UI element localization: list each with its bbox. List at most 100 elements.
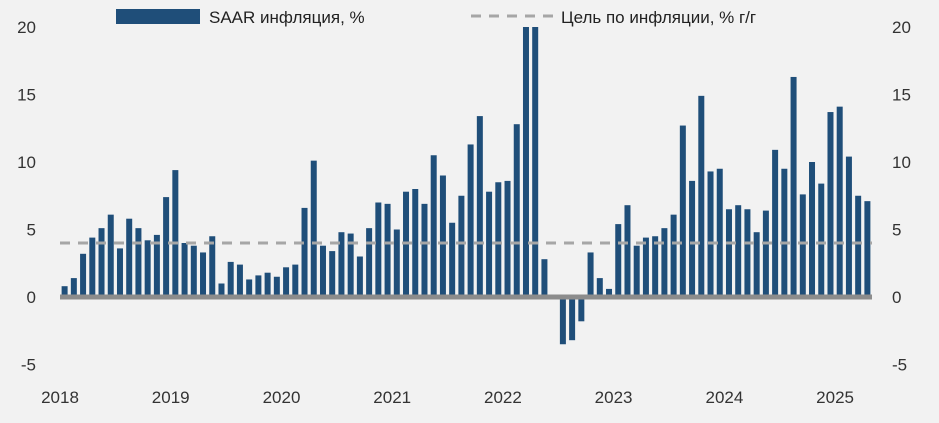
bar — [633, 245, 640, 297]
bar — [781, 168, 788, 297]
bar — [541, 259, 548, 297]
bar — [126, 218, 133, 297]
bar — [273, 276, 280, 297]
bar — [430, 155, 437, 297]
bar — [818, 183, 825, 297]
bar — [495, 182, 502, 297]
bar — [855, 195, 862, 297]
y-tick-label-left: 10 — [17, 153, 36, 172]
x-tick-label: 2025 — [816, 388, 854, 407]
bar — [707, 171, 714, 297]
bar — [569, 297, 576, 341]
bar — [384, 203, 391, 297]
bar — [200, 252, 207, 297]
bar — [338, 232, 345, 297]
y-tick-label-left: -5 — [21, 356, 36, 375]
bar — [809, 162, 816, 297]
bar — [292, 264, 299, 297]
bar — [790, 76, 797, 297]
bar — [522, 27, 529, 297]
bar — [144, 240, 151, 297]
legend-label-target: Цель по инфляции, % г/г — [561, 8, 756, 27]
bar — [421, 203, 428, 297]
bar — [61, 286, 68, 297]
bar — [163, 197, 170, 297]
bar — [772, 149, 779, 297]
bar — [661, 228, 668, 297]
bar — [624, 205, 631, 297]
x-tick-label: 2023 — [595, 388, 633, 407]
legend-bar-swatch — [116, 9, 200, 24]
bar — [255, 275, 262, 297]
bar — [246, 279, 253, 297]
bar — [209, 236, 216, 297]
y-tick-label-right: 0 — [892, 288, 901, 307]
bar — [264, 272, 271, 297]
bar — [698, 95, 705, 297]
bar — [587, 252, 594, 297]
bar — [513, 124, 520, 297]
bar — [845, 156, 852, 297]
bar — [412, 189, 419, 297]
bar — [596, 278, 603, 297]
bar — [679, 125, 686, 297]
bar — [236, 264, 243, 297]
bar — [827, 112, 834, 297]
bar — [98, 228, 105, 297]
bar — [476, 116, 483, 297]
bar — [486, 191, 493, 297]
bar — [190, 245, 197, 297]
bar — [116, 248, 123, 297]
bar — [689, 180, 696, 297]
x-axis: 2018 2019 2020 2021 2022 2023 2024 2025 — [41, 388, 854, 407]
x-tick-label: 2018 — [41, 388, 79, 407]
bar — [329, 251, 336, 297]
x-tick-label: 2019 — [152, 388, 190, 407]
y-tick-label-left: 20 — [17, 18, 36, 37]
y-tick-label-right: 10 — [892, 153, 911, 172]
bar — [725, 209, 732, 297]
bar — [836, 106, 843, 298]
bar — [615, 224, 622, 297]
bar — [642, 237, 649, 297]
x-tick-label: 2020 — [263, 388, 301, 407]
bar — [716, 168, 723, 297]
bar — [375, 202, 382, 297]
y-axis-left: -5 0 5 10 15 20 — [17, 18, 36, 375]
bar — [753, 232, 760, 297]
y-tick-label-left: 0 — [27, 288, 36, 307]
bar — [347, 233, 354, 297]
bar — [449, 222, 456, 297]
bar — [762, 210, 769, 297]
legend-label-saar: SAAR инфляция, % — [209, 8, 365, 27]
bar — [181, 243, 188, 297]
bar — [107, 214, 114, 297]
bar — [356, 256, 363, 297]
x-tick-label: 2022 — [484, 388, 522, 407]
bar — [366, 228, 373, 297]
y-tick-label-right: 5 — [892, 221, 901, 240]
bar — [799, 194, 806, 297]
bar — [301, 207, 308, 297]
bar — [652, 236, 659, 297]
bar — [439, 175, 446, 297]
bar — [319, 245, 326, 297]
bar — [218, 283, 225, 297]
x-tick-label: 2021 — [373, 388, 411, 407]
bar — [70, 278, 77, 297]
bar — [864, 201, 871, 297]
bar — [80, 253, 87, 297]
y-tick-label-right: -5 — [892, 356, 907, 375]
bar — [153, 234, 160, 297]
bar — [532, 27, 539, 297]
bar — [467, 144, 474, 297]
bar — [393, 229, 400, 297]
bar — [172, 170, 179, 297]
bar — [283, 267, 290, 297]
bar — [744, 209, 751, 297]
bar — [310, 160, 317, 297]
legend: SAAR инфляция, % Цель по инфляции, % г/г — [116, 8, 756, 27]
bar — [735, 205, 742, 297]
x-tick-label: 2024 — [705, 388, 743, 407]
